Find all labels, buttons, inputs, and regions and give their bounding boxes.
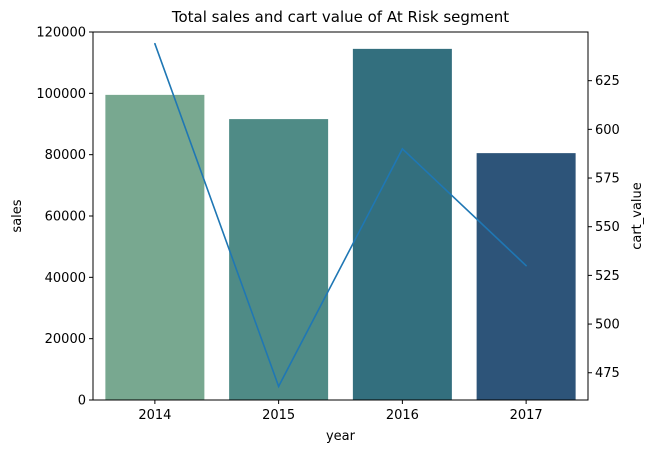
x-tick-label: 2014 — [138, 408, 171, 423]
bar-2017 — [476, 153, 576, 400]
chart-title: Total sales and cart value of At Risk se… — [171, 8, 509, 26]
y-tick-label: 60000 — [45, 210, 86, 225]
cart-value-point-2014 — [154, 42, 156, 45]
y2-tick-label: 525 — [595, 269, 620, 284]
y-tick-label: 20000 — [45, 332, 86, 347]
bar-2015 — [229, 119, 329, 401]
bar-group — [105, 48, 576, 401]
y2-tick-label: 475 — [595, 366, 620, 381]
y-tick-label: 120000 — [36, 26, 86, 41]
y-axis-title: sales — [10, 199, 25, 232]
y2-tick-label: 550 — [595, 220, 620, 235]
bar-2014 — [105, 94, 205, 400]
y-tick-label: 40000 — [45, 271, 86, 286]
y-tick-label: 80000 — [45, 148, 86, 163]
y-axis-left: 0 20000 40000 60000 80000 100000 120000 — [36, 26, 93, 409]
x-axis: 2014 2015 2016 2017 — [138, 400, 543, 423]
x-tick-label: 2016 — [386, 408, 419, 423]
cart-value-point-2017 — [525, 264, 527, 267]
y-tick-label: 100000 — [36, 87, 86, 102]
x-axis-title: year — [326, 429, 356, 444]
y2-tick-label: 625 — [595, 74, 620, 89]
y2-tick-label: 500 — [595, 318, 620, 333]
cart-value-point-2015 — [277, 385, 280, 388]
y2-tick-label: 600 — [595, 123, 620, 138]
y-tick-label: 0 — [78, 394, 86, 409]
bar-2016 — [352, 48, 452, 400]
x-tick-label: 2017 — [510, 408, 543, 423]
cart-value-point-2016 — [401, 148, 404, 150]
y2-tick-label: 575 — [595, 172, 620, 187]
x-tick-label: 2015 — [262, 408, 295, 423]
cart-value-line-layer — [154, 42, 527, 389]
y2-axis-title: cart_value — [630, 182, 645, 250]
cart-value-line — [154, 43, 527, 389]
y-axis-right: 475 500 525 550 575 600 625 — [588, 74, 620, 381]
